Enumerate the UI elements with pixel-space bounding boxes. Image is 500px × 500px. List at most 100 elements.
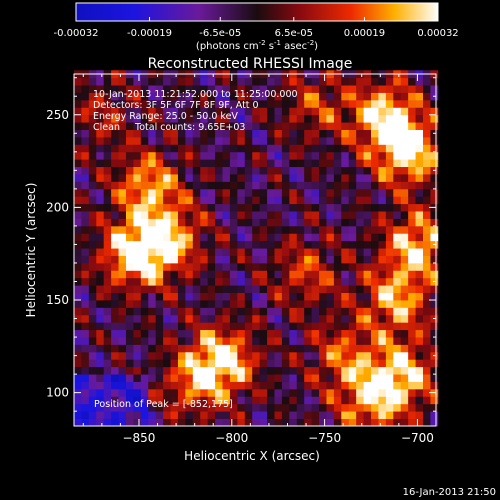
heatmap-cell [222, 233, 231, 242]
heatmap-cell [207, 107, 216, 116]
heatmap-cell [229, 136, 238, 145]
heatmap-cell [125, 136, 134, 145]
heatmap-cell [103, 248, 112, 256]
heatmap-cell [81, 122, 90, 130]
heatmap-cell [244, 396, 253, 405]
heatmap-cell [393, 381, 402, 390]
heatmap-cell [244, 218, 253, 227]
heatmap-cell [192, 188, 201, 197]
heatmap-cell [207, 366, 216, 375]
heatmap-cell [378, 248, 387, 256]
heatmap-cell [341, 211, 350, 219]
heatmap-cell [415, 381, 424, 390]
heatmap-cell [385, 359, 394, 368]
heatmap-cell [408, 181, 416, 190]
heatmap-cell [259, 107, 268, 116]
heatmap-cell [163, 344, 171, 353]
heatmap-cell [378, 188, 387, 197]
heatmap-cell [363, 300, 372, 308]
heatmap-cell [274, 196, 283, 205]
heatmap-cell [363, 262, 372, 271]
heatmap-cell [81, 85, 90, 93]
heatmap-cell [378, 225, 387, 234]
heatmap-cell [333, 99, 342, 108]
heatmap-cell [304, 300, 313, 308]
heatmap-cell [229, 411, 238, 419]
heatmap-cell [393, 188, 402, 197]
heatmap-cell [163, 262, 171, 271]
heatmap-cell [200, 99, 209, 108]
heatmap-cell [393, 403, 402, 412]
heatmap-cell [296, 203, 305, 212]
heatmap-cell [177, 166, 186, 175]
heatmap-cell [148, 277, 157, 286]
heatmap-cell [319, 344, 327, 353]
heatmap-cell [222, 388, 231, 397]
heatmap-cell [155, 85, 164, 93]
heatmap-cell [363, 211, 372, 219]
heatmap-cell [415, 344, 424, 353]
heatmap-cell [408, 77, 416, 86]
heatmap-cell [125, 307, 134, 316]
heatmap-cell [185, 351, 194, 360]
heatmap-cell [81, 329, 90, 338]
heatmap-cell [177, 277, 186, 286]
heatmap-cell [378, 418, 387, 427]
heatmap-cell [415, 136, 424, 145]
heatmap-cell [155, 314, 164, 323]
heatmap-cell [393, 114, 402, 123]
heatmap-cell [229, 166, 238, 175]
heatmap-cell [244, 337, 253, 345]
heatmap-cell [378, 337, 387, 345]
heatmap-cell [222, 270, 231, 279]
heatmap-cell [81, 233, 90, 242]
heatmap-cell [415, 233, 424, 242]
heatmap-cell [163, 92, 171, 101]
heatmap-cell [415, 248, 424, 256]
heatmap-cell [88, 99, 97, 108]
heatmap-cell [192, 166, 201, 175]
heatmap-cell [133, 240, 142, 249]
heatmap-cell [111, 307, 119, 316]
heatmap-cell [200, 307, 209, 316]
heatmap-cell [289, 300, 298, 308]
heatmap-cell [125, 300, 134, 308]
heatmap-cell [430, 359, 439, 368]
heatmap-cell [363, 314, 372, 323]
heatmap-cell [259, 403, 268, 412]
heatmap-cell [385, 418, 394, 427]
heatmap-cell [237, 188, 246, 197]
heatmap-cell [133, 107, 142, 116]
heatmap-cell [192, 351, 201, 360]
heatmap-cell [118, 359, 127, 368]
heatmap-cell [311, 322, 320, 331]
heatmap-cell [244, 307, 253, 316]
heatmap-cell [148, 262, 157, 271]
heatmap-cell [229, 225, 238, 234]
heatmap-cell [400, 300, 409, 308]
heatmap-cell [103, 277, 112, 286]
heatmap-cell [304, 240, 313, 249]
heatmap-cell [200, 403, 209, 412]
heatmap-cell [356, 151, 364, 160]
heatmap-cell [229, 359, 238, 368]
heatmap-cell [118, 225, 127, 234]
heatmap-cell [304, 359, 313, 368]
heatmap-cell [207, 300, 216, 308]
heatmap-cell [408, 337, 416, 345]
heatmap-cell [408, 411, 416, 419]
heatmap-cell [319, 411, 327, 419]
heatmap-cell [371, 337, 379, 345]
heatmap-cell [148, 233, 157, 242]
heatmap-cell [333, 92, 342, 101]
heatmap-cell [289, 114, 298, 123]
heatmap-cell [88, 411, 97, 419]
heatmap-cell [81, 255, 90, 264]
heatmap-cell [192, 366, 201, 375]
heatmap-cell [274, 122, 283, 130]
heatmap-cell [274, 411, 283, 419]
heatmap-cell [222, 218, 231, 227]
heatmap-cell [177, 396, 186, 405]
heatmap-cell [133, 403, 142, 412]
